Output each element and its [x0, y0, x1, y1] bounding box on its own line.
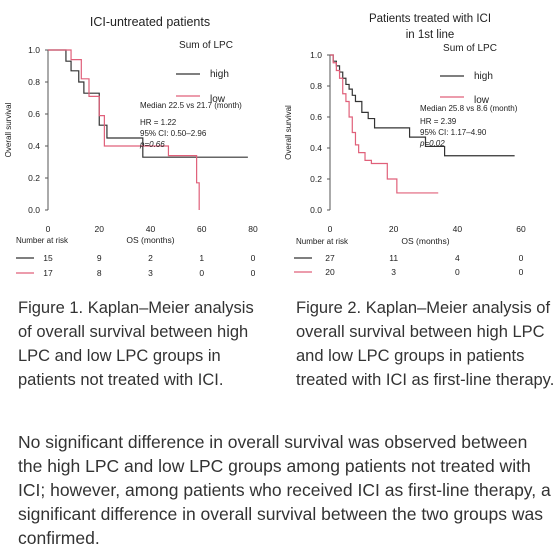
y-tick-label: 0.6: [28, 109, 40, 119]
stats-annotation: Median 22.5 vs 21.7 (month): [140, 101, 242, 110]
km-curve-low: [330, 54, 439, 194]
risk-count: 0: [519, 267, 524, 277]
risk-count: 2: [148, 253, 153, 263]
stats-annotation: 95% CI: 1.17–4.90: [420, 128, 487, 137]
risk-count: 17: [43, 268, 53, 278]
figure2-caption: Figure 2. Kaplan–Meier analysis of overa…: [296, 299, 555, 389]
risk-count: 15: [43, 253, 53, 263]
chart-title: Patients treated with ICI in 1st line: [369, 13, 491, 41]
risk-table-label: Number at risk: [16, 236, 69, 245]
stats-annotation: p=0.66: [139, 140, 165, 149]
chart-title: ICI-untreated patients: [90, 15, 210, 29]
km-plot-svg: Patients treated with ICI in 1st line 0.0 0…: [284, 13, 526, 277]
y-tick-label: 0.4: [28, 141, 40, 151]
y-tick-label: 0.0: [28, 205, 40, 215]
risk-count: 27: [325, 253, 335, 263]
km-curve-low: [48, 49, 200, 210]
x-tick-label: 0: [46, 224, 51, 234]
risk-count: 11: [389, 253, 398, 263]
x-axis-label: OS (months): [126, 235, 174, 245]
km-chart-ici-first-line: Patients treated with ICI in 1st line 0.0 0…: [280, 0, 560, 290]
y-tick-label: 1.0: [28, 45, 40, 55]
km-plot-svg: ICI-untreated patients 0.0 0.2 0.4 0.6 0.8 1.0…: [4, 15, 258, 278]
risk-count: 8: [97, 268, 102, 278]
km-curve-high: [48, 49, 248, 158]
legend-label-low: low: [474, 95, 490, 106]
stats-annotation: HR = 1.22: [140, 118, 177, 127]
y-tick-label: 0.8: [28, 77, 40, 87]
risk-count: 0: [251, 268, 256, 278]
x-tick-label: 40: [146, 224, 156, 234]
stats-annotation: 95% CI: 0.50–2.96: [140, 129, 207, 138]
y-tick-label: 0.4: [310, 143, 322, 153]
conclusion-text: No significant difference in overall sur…: [18, 432, 551, 548]
risk-count: 3: [148, 268, 153, 278]
x-tick-label: 40: [453, 224, 463, 234]
risk-count: 0: [455, 267, 460, 277]
legend-label-high: high: [210, 69, 229, 80]
x-tick-label: 60: [516, 224, 526, 234]
risk-count: 3: [391, 267, 396, 277]
figure1-caption: Figure 1. Kaplan–Meier analysis of overa…: [18, 299, 254, 389]
km-curve-high: [330, 54, 515, 157]
legend-title: Sum of LPC: [179, 40, 233, 51]
legend-label-low: low: [210, 94, 226, 105]
legend-label-high: high: [474, 71, 493, 82]
risk-count: 0: [519, 253, 524, 263]
x-axis-label: OS (months): [401, 236, 449, 246]
y-axis-label: Overall survival: [4, 102, 13, 157]
y-tick-label: 0.0: [310, 205, 322, 215]
x-tick-label: 0: [328, 224, 333, 234]
risk-count: 1: [199, 253, 204, 263]
stats-annotation: Median 25.8 vs 8.6 (month): [420, 104, 518, 113]
stats-annotation: HR = 2.39: [420, 117, 457, 126]
y-axis-label: Overall survival: [284, 105, 293, 160]
y-tick-label: 0.8: [310, 81, 322, 91]
x-tick-label: 60: [197, 224, 207, 234]
x-tick-label: 20: [95, 224, 105, 234]
risk-count: 0: [199, 268, 204, 278]
km-chart-ici-untreated: ICI-untreated patients 0.0 0.2 0.4 0.6 0.8 1.0…: [0, 0, 280, 290]
risk-count: 4: [455, 253, 460, 263]
y-tick-label: 1.0: [310, 50, 322, 60]
x-tick-label: 20: [389, 224, 399, 234]
y-tick-label: 0.2: [28, 173, 40, 183]
legend-title: Sum of LPC: [443, 43, 497, 54]
y-tick-label: 0.2: [310, 174, 322, 184]
y-tick-label: 0.6: [310, 112, 322, 122]
risk-count: 20: [325, 267, 335, 277]
risk-count: 9: [97, 253, 102, 263]
risk-table-label: Number at risk: [296, 237, 349, 246]
risk-count: 0: [251, 253, 256, 263]
stats-annotation: p=0.02: [419, 139, 445, 148]
x-tick-label: 80: [248, 224, 258, 234]
